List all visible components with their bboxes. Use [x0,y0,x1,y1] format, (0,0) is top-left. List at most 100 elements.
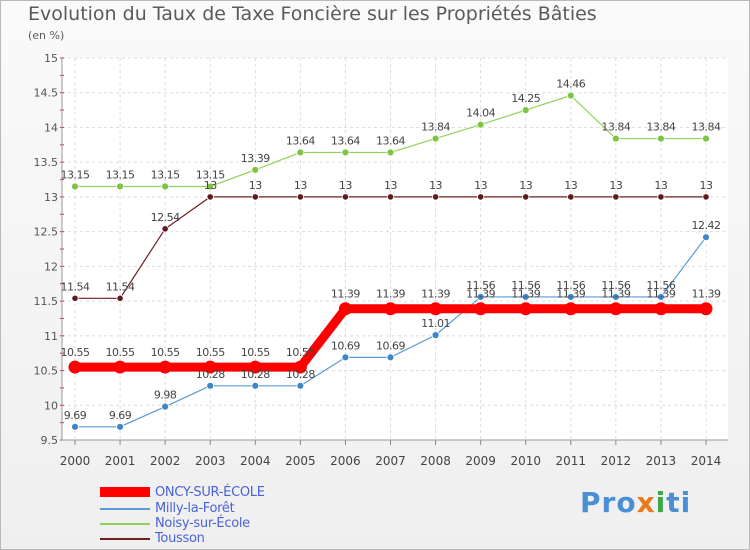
logo-part: ti [666,486,692,519]
y-tick-label: 9.5 [41,434,59,447]
data-point [521,106,530,114]
data-label: 11.39 [692,288,721,301]
data-label: 11.54 [61,280,90,293]
data-label: 14.04 [466,107,495,120]
data-label: 14.25 [511,92,540,105]
data-label: 11.56 [466,279,495,292]
x-tick-label: 2013 [646,454,677,468]
x-tick-label: 2014 [691,454,722,468]
data-label: 13 [294,179,307,192]
data-point [657,134,665,143]
data-point [386,193,395,201]
x-tick-label: 2003 [195,454,226,468]
y-tick-label: 14.5 [34,87,59,100]
data-label: 13.15 [61,168,90,181]
data-label: 10.28 [286,368,315,381]
data-point [431,193,440,201]
data-label: 11.39 [466,288,495,301]
data-label: 9.69 [109,409,132,422]
data-point [521,293,530,301]
x-tick-label: 2004 [240,454,271,468]
data-label: 11.56 [511,279,540,292]
data-point [431,134,440,143]
data-label: 10.55 [106,346,135,359]
data-point [296,381,305,390]
chart-subtitle: (en %) [28,29,65,42]
data-label: 13.64 [331,134,360,147]
data-label: 11.56 [646,279,675,292]
data-label: 10.55 [241,346,270,359]
y-tick-label: 14 [44,121,58,134]
data-point [158,360,172,374]
logo-part: Pro [580,486,637,519]
data-label: 13.15 [196,168,225,181]
y-tick-label: 10 [44,399,58,412]
data-point [567,193,575,201]
data-label: 10.28 [241,368,270,381]
logo-part: x [636,486,656,519]
data-point [386,148,395,157]
data-label: 13 [654,179,667,192]
legend-label: Noisy-sur-École [155,516,250,531]
data-point [612,193,620,201]
legend-swatch [100,523,150,525]
data-point [566,91,575,100]
data-point [71,294,79,302]
data-label: 13 [564,179,577,192]
data-point [251,165,260,174]
data-point [206,193,214,201]
data-label: 13 [429,179,442,192]
data-label: 10.55 [61,346,90,359]
data-label: 14.46 [556,78,585,91]
data-point [609,302,623,316]
data-point [431,331,440,340]
data-point [161,402,170,411]
data-label: 13.15 [106,168,135,181]
y-tick-label: 13.5 [34,156,59,169]
data-point [654,302,668,316]
y-tick-label: 11 [44,330,58,343]
y-tick-label: 11.5 [34,295,59,308]
data-label: 13 [609,179,622,192]
data-point [611,134,620,143]
data-label: 13.39 [241,152,270,165]
data-point [611,293,620,301]
series-noisy-sur-cole [71,91,710,191]
data-point [386,353,395,362]
data-point [206,182,215,191]
data-point [248,360,262,374]
x-tick-label: 2007 [375,454,406,468]
data-point [296,148,305,157]
data-point [161,182,170,191]
data-point [71,422,79,431]
series-oncy-sur-cole [68,302,713,374]
x-tick-label: 2001 [105,454,136,468]
data-point [116,294,124,302]
data-label: 13.84 [421,121,450,134]
data-label: 13 [339,179,352,192]
x-tick-label: 2008 [420,454,451,468]
plot-area [62,58,728,440]
data-point [564,302,578,316]
data-point [71,182,79,191]
data-point [519,302,533,316]
y-tick-label: 12.5 [34,226,59,239]
data-point [657,293,665,301]
data-point [296,193,304,201]
legend-label: Milly-la-Forêt [155,501,235,516]
x-tick-label: 2006 [330,454,361,468]
data-label: 13.84 [601,121,630,134]
data-point [702,134,710,143]
data-label: 11.39 [556,288,585,301]
data-point [338,302,352,316]
x-tick-label: 2011 [556,454,587,468]
y-tick-label: 10.5 [34,365,59,378]
data-point [161,225,169,233]
data-label: 11.39 [331,288,360,301]
data-label: 13.84 [692,121,721,134]
data-point [699,302,713,316]
data-label: 13.64 [376,134,405,147]
y-tick-label: 15 [44,52,58,65]
legend-swatch [100,487,150,497]
